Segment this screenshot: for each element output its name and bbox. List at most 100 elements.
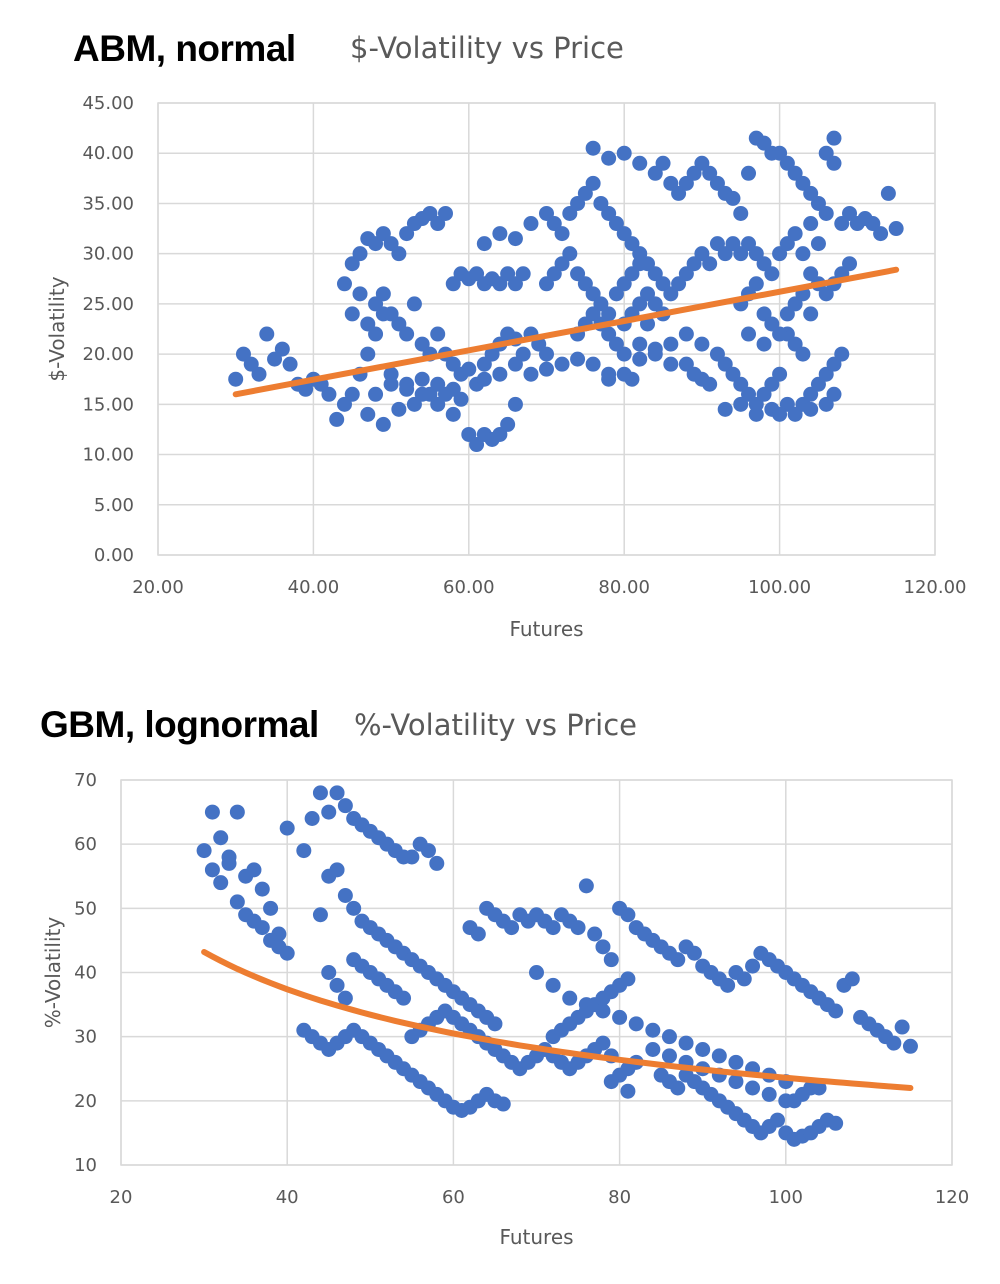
data-point (429, 855, 445, 871)
data-point (279, 820, 295, 836)
data-point (842, 256, 858, 272)
data-point (346, 900, 362, 916)
data-point (748, 406, 764, 422)
data-point (562, 246, 578, 262)
y-tick-label: 60 (74, 834, 97, 855)
data-point (733, 205, 749, 221)
data-point (263, 900, 279, 916)
data-point (420, 843, 436, 859)
trendline (232, 266, 900, 398)
data-point (352, 286, 368, 302)
data-point (279, 945, 295, 961)
data-point (570, 351, 586, 367)
data-point (344, 386, 360, 402)
data-point (396, 990, 412, 1006)
data-point (686, 1074, 702, 1090)
x-tick-label: 20.00 (132, 577, 184, 598)
x-axis-title: Futures (499, 1225, 573, 1249)
y-tick-label: 30 (74, 1027, 97, 1048)
data-point (391, 246, 407, 262)
data-point (246, 862, 262, 878)
data-point (717, 401, 733, 417)
data-point (383, 376, 399, 392)
data-point (312, 907, 328, 923)
data-point (312, 785, 328, 801)
data-point (772, 406, 788, 422)
x-tick-label: 20 (110, 1187, 133, 1208)
data-point (616, 145, 632, 161)
x-tick-label: 40 (276, 1187, 299, 1208)
data-point (902, 1038, 918, 1054)
data-point (702, 376, 718, 392)
data-point (741, 165, 757, 181)
data-point (570, 920, 586, 936)
data-point (756, 336, 772, 352)
data-point (507, 396, 523, 412)
data-point (492, 226, 508, 242)
data-point (406, 296, 422, 312)
data-point (620, 971, 636, 987)
data-point (711, 1048, 727, 1064)
data-point (886, 1035, 902, 1051)
data-point (204, 862, 220, 878)
data-point (663, 336, 679, 352)
data-point (720, 977, 736, 993)
data-point (595, 939, 611, 955)
data-point (296, 843, 312, 859)
data-point (507, 231, 523, 247)
data-point (728, 1074, 744, 1090)
data-point (437, 205, 453, 221)
data-point (445, 381, 461, 397)
data-point (204, 804, 220, 820)
data-point (632, 296, 648, 312)
data-point (880, 185, 896, 201)
data-point (601, 150, 617, 166)
plot-area-border (157, 102, 936, 556)
data-point (603, 1074, 619, 1090)
data-point (595, 1035, 611, 1051)
data-point (826, 130, 842, 146)
data-point (329, 785, 345, 801)
y-tick-label: 10 (74, 1155, 97, 1176)
data-point (329, 977, 345, 993)
chart2-heading: GBM, lognormal (40, 704, 319, 745)
data-point (495, 1096, 511, 1112)
data-point (515, 266, 531, 282)
data-point (748, 276, 764, 292)
chart2-title: %-Volatility vs Price (354, 708, 638, 742)
data-point (414, 371, 430, 387)
data-point (761, 1086, 777, 1102)
data-point (251, 366, 267, 382)
data-point (661, 1029, 677, 1045)
data-point (828, 1003, 844, 1019)
y-tick-label: 15.00 (82, 394, 134, 415)
data-point (795, 346, 811, 362)
y-tick-label: 5.00 (94, 495, 134, 516)
data-point (818, 205, 834, 221)
data-point (430, 376, 446, 392)
x-tick-label: 40.00 (288, 577, 340, 598)
data-point (504, 920, 520, 936)
data-point (769, 1112, 785, 1128)
data-point (321, 804, 337, 820)
data-point (492, 366, 508, 382)
y-tick-label: 20.00 (82, 344, 134, 365)
data-point (368, 386, 384, 402)
data-point (406, 396, 422, 412)
data-point (728, 1054, 744, 1070)
x-tick-label: 120 (935, 1187, 969, 1208)
data-point (375, 286, 391, 302)
data-point (507, 356, 523, 372)
y-tick-label: 35.00 (82, 193, 134, 214)
chart-2: 10 20 30 40 50 60 70 20 40 60 80 100 120 Futures %-Vol… (41, 770, 969, 1249)
x-tick-label: 60.00 (443, 577, 495, 598)
data-point (221, 849, 237, 865)
x-tick-label: 100 (769, 1187, 803, 1208)
chart1-heading: ABM, normal (73, 28, 296, 69)
data-point (337, 888, 353, 903)
data-point (404, 849, 420, 865)
data-point (337, 798, 353, 814)
data-point (539, 346, 554, 362)
y-tick-label: 45.00 (82, 93, 134, 114)
